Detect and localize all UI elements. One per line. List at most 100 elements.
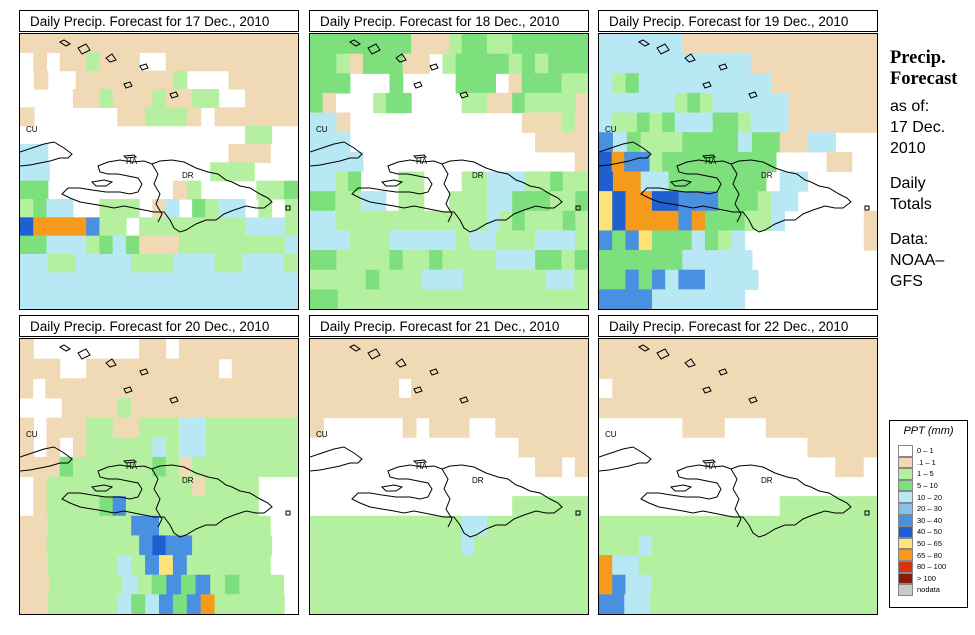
coastline-bah1: [349, 344, 361, 352]
precip-cell: [192, 34, 206, 53]
precip-cell: [131, 254, 146, 273]
precip-cell: [242, 107, 257, 127]
precip-cell: [535, 132, 549, 153]
precip-cell: [349, 230, 364, 251]
precip-cell: [682, 397, 697, 419]
precip-cell: [710, 171, 725, 192]
precip-cell: [63, 574, 80, 595]
precip-cell: [398, 191, 412, 212]
precip-cell: [744, 555, 759, 576]
precip-cell: [165, 476, 180, 497]
precip-cell: [750, 112, 764, 133]
coastline-bah6: [748, 396, 758, 404]
precip-cell: [682, 417, 697, 438]
precip-cell: [20, 235, 34, 255]
precip-cell: [524, 34, 539, 55]
precip-cell: [765, 34, 781, 55]
precip-cell: [839, 92, 853, 114]
precip-cell: [172, 254, 188, 273]
precip-cell: [624, 151, 638, 173]
precip-cell: [712, 92, 726, 114]
precip-cell: [33, 272, 48, 292]
precip-cell: [103, 555, 118, 576]
precip-cell: [284, 70, 298, 90]
precip-cell: [112, 437, 127, 458]
precip-cell: [195, 574, 211, 595]
precip-cell: [389, 250, 404, 271]
precip-cell: [268, 574, 284, 595]
precip-cell: [779, 496, 795, 517]
precip-cell: [574, 132, 588, 153]
precip-cell: [638, 230, 653, 251]
precip-cell: [20, 594, 35, 614]
precip-cell: [731, 210, 746, 232]
precip-cell: [468, 73, 483, 94]
precip-cell: [398, 594, 412, 614]
precip-cell: [624, 112, 638, 133]
precip-cell: [285, 378, 298, 399]
precip-cell: [192, 456, 206, 478]
precip-cell: [499, 535, 513, 556]
coastline-bah4: [718, 368, 728, 376]
precip-cell: [72, 456, 87, 478]
precip-cell: [486, 378, 501, 399]
precip-cell: [562, 358, 576, 379]
precip-cell: [247, 378, 261, 399]
precip-cell: [731, 339, 746, 360]
legend-label: 20 – 30: [917, 504, 943, 514]
precip-cell: [258, 52, 273, 72]
precip-cell: [335, 515, 349, 537]
precip-cell: [376, 574, 391, 595]
precip-cell: [20, 254, 35, 273]
precip-cell: [271, 290, 286, 309]
precip-cell: [625, 73, 640, 94]
precip-cell: [258, 290, 273, 309]
country-label-haiti: HA: [705, 462, 717, 471]
precip-cell: [231, 476, 246, 497]
precip-cell: [423, 594, 437, 614]
precip-cell: [712, 151, 726, 173]
precip-cell: [218, 496, 233, 517]
coastline-cuba: [310, 446, 363, 472]
precip-cell: [33, 180, 49, 200]
precip-cell: [20, 290, 34, 309]
precip-cell: [793, 34, 809, 55]
precip-cell: [165, 199, 180, 218]
precip-cell: [385, 210, 400, 232]
precip-cell: [784, 535, 799, 556]
precip-cell: [863, 34, 877, 55]
precip-cell: [495, 339, 510, 360]
precip-cell: [362, 53, 377, 74]
precip-cell: [757, 555, 772, 576]
precip-cell: [178, 34, 193, 53]
precip-cell: [691, 73, 706, 94]
precip-cell: [654, 397, 670, 419]
precip-cell: [575, 378, 588, 399]
precip-cell: [284, 397, 298, 419]
precip-cell: [258, 272, 273, 292]
precip-cell: [449, 210, 463, 232]
precip-cell: [49, 574, 65, 595]
precip-cell: [744, 574, 759, 595]
precip-cell: [284, 34, 298, 53]
precip-cell: [165, 52, 180, 72]
precip-cell: [411, 358, 425, 379]
precip-cell: [455, 53, 470, 74]
precip-cell: [512, 210, 526, 232]
precip-cell: [731, 191, 746, 212]
coastline-gonave: [90, 484, 114, 492]
precip-cell: [218, 417, 233, 438]
precip-cell: [455, 73, 470, 94]
precip-cell: [474, 358, 488, 379]
precip-cell: [821, 34, 836, 55]
precip-cell: [205, 417, 220, 438]
precip-cell: [322, 535, 336, 556]
precip-cell: [813, 112, 828, 133]
precip-cell: [651, 289, 666, 309]
precip-cell: [347, 171, 362, 192]
precip-cell: [744, 269, 759, 290]
precip-cell: [231, 437, 246, 458]
precip-cell: [824, 378, 838, 399]
precip-cell: [784, 73, 799, 94]
precip-cell: [112, 89, 127, 108]
